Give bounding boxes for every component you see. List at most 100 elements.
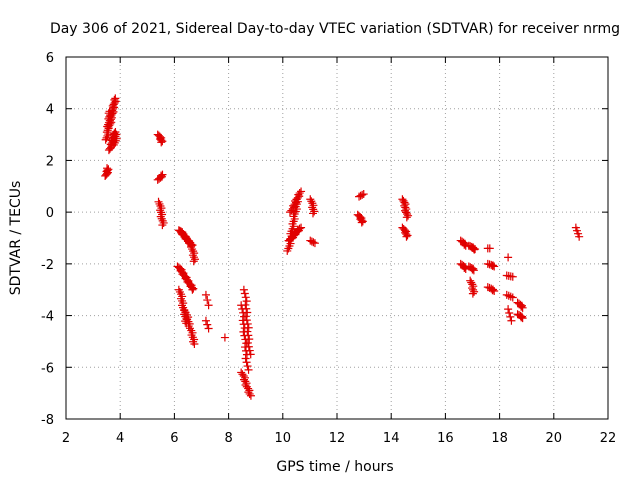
data-point	[402, 208, 411, 217]
y-axis-label: SDTVAR / TECUs	[8, 181, 24, 296]
data-point	[297, 187, 306, 196]
data-point	[468, 265, 477, 274]
data-point	[402, 232, 411, 241]
data-point	[400, 201, 409, 210]
data-point	[246, 391, 255, 400]
data-point	[306, 195, 315, 204]
data-point	[359, 190, 368, 199]
x-tick-label: 16	[437, 431, 454, 446]
data-point	[398, 195, 407, 204]
chart-title: Day 306 of 2021, Sidereal Day-to-day VTE…	[50, 21, 620, 37]
data-point	[485, 244, 494, 253]
data-points	[101, 94, 584, 400]
data-point	[505, 308, 514, 317]
data-point	[490, 287, 499, 296]
grid-lines	[66, 57, 608, 419]
y-tick-label: -8	[41, 413, 54, 428]
data-point	[308, 203, 317, 212]
data-point	[156, 206, 165, 215]
x-tick-label: 10	[275, 431, 292, 446]
data-point	[157, 138, 166, 147]
data-point	[188, 245, 197, 254]
data-point	[204, 324, 213, 333]
y-tick-label: 2	[46, 154, 54, 169]
data-point	[242, 316, 251, 325]
data-point	[244, 323, 253, 332]
data-point	[243, 308, 252, 317]
data-point	[310, 239, 319, 248]
data-point	[242, 358, 251, 367]
x-tick-label: 4	[116, 431, 124, 446]
data-point	[243, 319, 252, 328]
data-point	[575, 232, 584, 241]
data-point	[242, 304, 251, 313]
y-tick-label: -2	[41, 258, 54, 273]
data-point	[517, 302, 526, 311]
data-point	[504, 305, 513, 314]
data-point	[468, 284, 477, 293]
data-point	[157, 171, 166, 180]
data-point	[243, 327, 252, 336]
data-point	[189, 284, 198, 293]
data-point	[404, 211, 413, 220]
data-point	[204, 301, 213, 310]
data-point	[241, 312, 250, 321]
data-point	[358, 217, 367, 226]
data-point	[490, 262, 499, 271]
data-point	[241, 300, 250, 309]
data-point	[239, 285, 248, 294]
data-point	[504, 253, 513, 262]
data-point	[310, 207, 319, 216]
data-point	[245, 346, 254, 355]
data-point	[295, 189, 304, 198]
data-point	[111, 94, 120, 103]
data-point	[158, 170, 167, 179]
data-point	[243, 362, 252, 371]
data-point	[155, 199, 164, 208]
x-tick-label: 22	[600, 431, 617, 446]
data-point	[508, 272, 517, 281]
data-point	[468, 289, 477, 298]
data-point	[518, 314, 527, 323]
data-point	[467, 278, 476, 287]
data-point	[502, 290, 511, 299]
data-point	[307, 197, 316, 206]
data-point	[203, 320, 212, 329]
data-point	[295, 224, 304, 233]
data-point	[403, 231, 412, 240]
data-point	[157, 214, 166, 223]
data-point	[506, 292, 515, 301]
y-tick-label: 6	[46, 51, 54, 66]
data-point	[358, 190, 367, 199]
data-point	[244, 331, 253, 340]
data-point	[470, 287, 479, 296]
data-point	[517, 312, 526, 321]
y-tick-label: -6	[41, 361, 54, 376]
data-point	[460, 240, 469, 249]
data-point	[103, 164, 112, 173]
data-point	[469, 266, 478, 275]
data-point	[308, 209, 317, 218]
data-point	[220, 333, 229, 342]
x-axis-label: GPS time / hours	[276, 459, 393, 475]
y-tick-label: 0	[46, 206, 54, 221]
data-point	[460, 263, 469, 272]
x-tick-label: 8	[224, 431, 232, 446]
data-point	[399, 196, 408, 205]
data-point	[357, 218, 366, 227]
x-tick-label: 14	[383, 431, 400, 446]
data-point	[104, 165, 113, 174]
data-point	[242, 297, 251, 306]
data-point	[244, 342, 253, 351]
data-point	[243, 338, 252, 347]
x-tick-label: 18	[491, 431, 508, 446]
x-tick-labels: 2 4 6 8 10 12 14 16 18 20 22	[62, 431, 616, 446]
data-point	[246, 350, 255, 359]
y-tick-label: -4	[41, 310, 54, 325]
data-point	[506, 312, 515, 321]
data-point	[402, 213, 411, 222]
data-point	[504, 291, 513, 300]
x-tick-label: 20	[546, 431, 563, 446]
data-point	[483, 283, 492, 292]
